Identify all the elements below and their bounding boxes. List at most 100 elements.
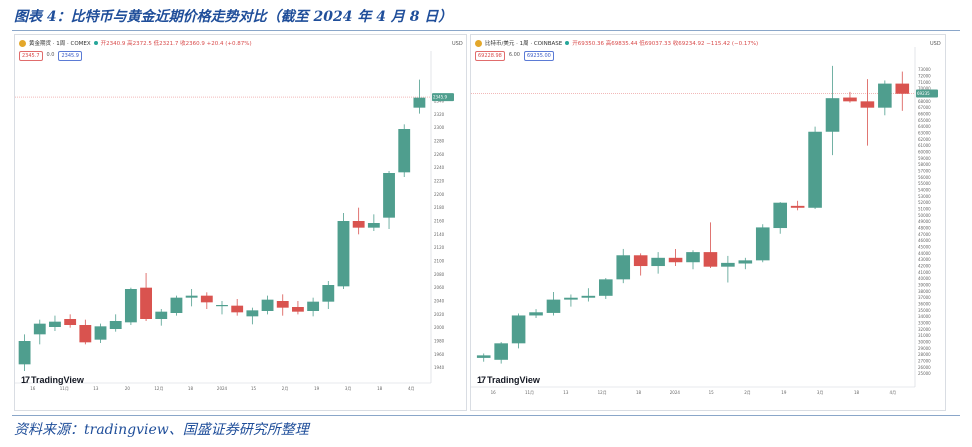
btc-buy-price[interactable]: 69235.00 — [524, 51, 554, 61]
candle-body — [64, 319, 77, 325]
y-tick-label: 39000 — [918, 283, 931, 288]
x-tick-label: 15 — [251, 386, 257, 391]
y-tick-label: 37000 — [918, 295, 931, 300]
y-tick-label: 51000 — [918, 207, 931, 212]
btc-ohlc-readout: 开69350.36 高69835.44 低69037.33 收69234.92 … — [572, 41, 759, 47]
x-tick-label: 3月 — [345, 386, 352, 391]
candle-body — [109, 321, 122, 329]
y-tick-label: 55000 — [918, 181, 931, 186]
y-tick-label: 2220 — [434, 179, 445, 184]
gold-chart-header: 黄金期货 · 1周 · COMEX 开2340.9 高2372.5 低2321.… — [19, 39, 252, 47]
title-rule — [12, 30, 960, 31]
y-tick-label: 54000 — [918, 188, 931, 193]
y-tick-label: 41000 — [918, 270, 931, 275]
current-price-tag — [916, 89, 938, 98]
y-tick-label: 2260 — [434, 152, 445, 157]
candle-body — [49, 321, 61, 327]
y-tick-label: 28000 — [918, 352, 931, 357]
x-tick-label: 2024 — [217, 386, 228, 391]
gold-sell-price[interactable]: 2345.7 — [19, 51, 43, 61]
y-tick-label: 34000 — [918, 314, 931, 319]
gold-coin-icon — [19, 39, 26, 47]
y-tick-label: 71000 — [918, 80, 931, 85]
y-tick-label: 27000 — [918, 359, 931, 364]
y-tick-label: 59000 — [918, 156, 931, 161]
x-tick-label: 2024 — [670, 390, 681, 395]
candle-body — [322, 285, 335, 302]
x-tick-label: 4月 — [890, 390, 897, 395]
candle-body — [878, 83, 892, 108]
y-tick-label: 2280 — [434, 139, 445, 144]
y-tick-label: 49000 — [918, 219, 931, 224]
y-tick-label: 2240 — [434, 165, 445, 170]
y-tick-label: 2180 — [434, 205, 445, 210]
candle-body — [476, 355, 491, 358]
gold-buy-price[interactable]: 2345.9 — [58, 51, 82, 61]
y-tick-label: 29000 — [918, 346, 931, 351]
candle-body — [140, 287, 152, 319]
y-tick-label: 1960 — [434, 352, 445, 357]
current-price-tag-label: 69235 — [917, 91, 930, 96]
candle-body — [383, 173, 395, 218]
y-tick-label: 38000 — [918, 289, 931, 294]
btc-chart-header: 比特币/美元 · 1周 · COINBASE 开69350.36 高69835.… — [475, 39, 758, 47]
x-tick-label: 2月 — [744, 390, 751, 395]
candle-body — [170, 297, 183, 313]
x-tick-label: 12月 — [598, 390, 607, 395]
candle-body — [808, 131, 822, 208]
btc-spread: 6.00 — [508, 52, 520, 58]
y-tick-label: 2120 — [434, 245, 445, 250]
y-tick-label: 40000 — [918, 276, 931, 281]
x-tick-label: 2月 — [282, 386, 289, 391]
figure-title: 图表 4：比特币与黄金近期价格走势对比（截至 2024 年 4 月 8 日） — [14, 9, 453, 25]
x-tick-label: 4月 — [408, 386, 415, 391]
x-tick-label: 16 — [491, 390, 497, 395]
gold-chart-panel[interactable]: 1940 1960 1980 2000 2020 2040 2060 2080 2100 2120… — [14, 34, 467, 411]
candle-body — [651, 257, 665, 267]
candle-body — [755, 227, 770, 261]
source-rule — [12, 415, 960, 416]
candle-body — [18, 341, 31, 365]
btc-symbol-title: 比特币/美元 · 1周 · COINBASE — [485, 41, 563, 47]
y-tick-label: 32000 — [918, 327, 931, 332]
gold-symbol-title: 黄金期货 · 1周 · COMEX — [29, 41, 91, 47]
candle-body — [843, 97, 857, 102]
y-tick-label: 50000 — [918, 213, 931, 218]
candle-body — [529, 312, 543, 316]
y-tick-label: 66000 — [918, 112, 931, 117]
y-tick-label: 47000 — [918, 232, 931, 237]
candle-body — [337, 221, 350, 287]
candle-body — [686, 252, 700, 263]
x-tick-label: 3月 — [817, 390, 824, 395]
y-tick-label: 60000 — [918, 150, 931, 155]
x-tick-label: 20 — [125, 386, 131, 391]
y-tick-label: 2320 — [434, 112, 445, 117]
market-status-dot-icon — [565, 41, 570, 45]
btc-chart-panel[interactable]: 25000 26000 27000 28000 29000 30000 31000 32000… — [470, 34, 946, 411]
current-price-tag — [432, 93, 454, 102]
market-status-dot-icon — [93, 41, 98, 45]
y-tick-label: 35000 — [918, 308, 931, 313]
x-tick-label: 15 — [709, 390, 715, 395]
y-tick-label: 1980 — [434, 339, 445, 344]
y-tick-label: 61000 — [918, 143, 931, 148]
btc-coin-icon — [475, 39, 482, 47]
y-tick-label: 2140 — [434, 232, 445, 237]
candle-body — [276, 301, 289, 308]
gold-price-boxes: 2345.7 0.0 2345.9 — [19, 51, 82, 61]
y-tick-label: 30000 — [918, 340, 931, 345]
y-tick-label: 53000 — [918, 194, 931, 199]
candle-body — [33, 323, 46, 335]
x-tick-label: 19 — [314, 386, 320, 391]
y-tick-label: 64000 — [918, 124, 931, 129]
candle-body — [616, 255, 631, 280]
btc-sell-price[interactable]: 69228.98 — [475, 51, 505, 61]
x-tick-label: 18 — [636, 390, 642, 395]
y-tick-label: 70000 — [918, 86, 931, 91]
btc-tradingview-logo: 17 TradingView — [477, 375, 540, 385]
candle-body — [200, 295, 213, 303]
candle-body — [511, 315, 526, 344]
y-tick-label: 58000 — [918, 162, 931, 167]
y-tick-label: 33000 — [918, 321, 931, 326]
y-tick-label: 42000 — [918, 264, 931, 269]
